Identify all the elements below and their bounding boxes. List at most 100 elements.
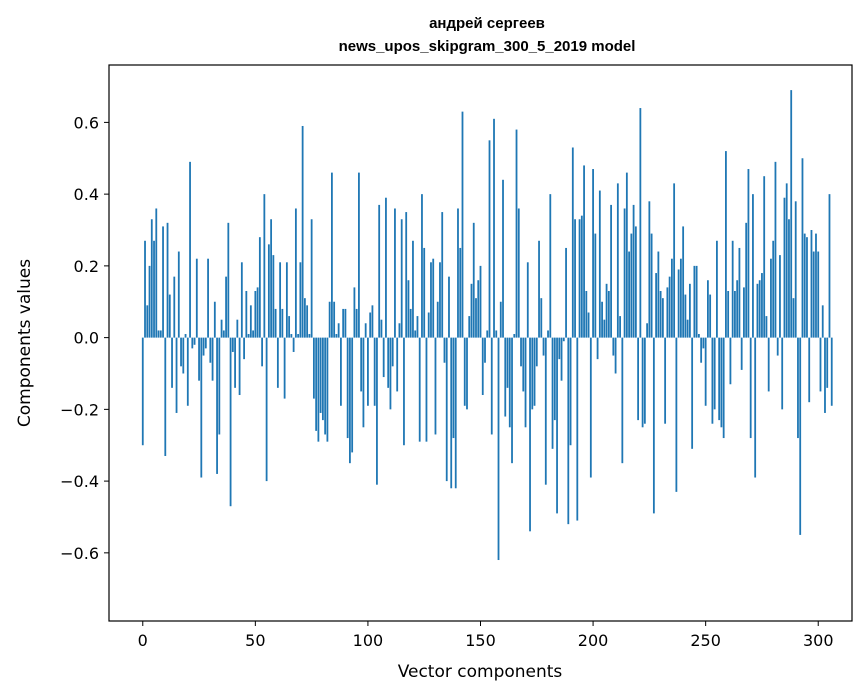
x-axis-ticks: 0 50 100 150 200 250 300	[138, 621, 834, 650]
bar	[682, 226, 685, 338]
bar	[808, 337, 811, 403]
bar	[601, 301, 603, 338]
bar	[783, 197, 786, 338]
bar-series	[141, 90, 833, 561]
bar	[164, 337, 167, 456]
bar	[542, 337, 545, 356]
bar	[153, 240, 155, 338]
bar	[693, 265, 696, 338]
bar	[589, 337, 592, 478]
bar	[184, 334, 187, 338]
bar	[520, 337, 522, 367]
bar	[740, 337, 743, 370]
bar	[146, 305, 149, 338]
bar	[261, 337, 263, 367]
bar	[792, 298, 795, 338]
bar	[529, 337, 531, 532]
bar	[281, 308, 284, 338]
bar	[830, 337, 833, 406]
bar	[815, 233, 817, 338]
bar	[648, 201, 651, 338]
bar	[812, 251, 815, 338]
bar	[821, 305, 824, 338]
bar	[204, 337, 207, 349]
bar	[632, 204, 635, 338]
bar	[580, 215, 583, 338]
x-tick-label: 50	[245, 631, 265, 650]
bar	[515, 129, 518, 338]
bar	[578, 219, 581, 338]
bar	[412, 240, 414, 338]
bar	[664, 337, 667, 424]
bar	[292, 337, 295, 352]
bar	[551, 337, 554, 449]
bar	[752, 194, 754, 338]
bar	[616, 183, 619, 338]
bar	[385, 197, 387, 338]
bar	[409, 308, 412, 338]
bar	[229, 337, 232, 507]
bar	[625, 172, 628, 338]
bar	[749, 337, 752, 439]
bar	[391, 337, 394, 367]
bar	[209, 337, 212, 363]
bar	[306, 305, 309, 338]
bar	[569, 337, 572, 446]
bar	[400, 219, 403, 338]
bar	[155, 208, 158, 338]
bar	[722, 337, 725, 439]
bar	[650, 233, 653, 338]
bar	[702, 337, 705, 349]
bar	[736, 280, 739, 338]
chart-title: андрей сергеев	[429, 15, 545, 32]
bar	[637, 337, 640, 421]
bar	[243, 337, 245, 360]
bar	[182, 337, 185, 374]
bar	[344, 308, 347, 338]
bar	[655, 273, 658, 338]
bar	[173, 276, 176, 338]
bar	[369, 312, 372, 338]
bar	[657, 251, 660, 338]
bar	[725, 151, 727, 338]
bar	[294, 208, 297, 338]
bar	[621, 337, 624, 464]
bar	[240, 262, 243, 338]
bar	[470, 283, 473, 338]
bar	[202, 337, 205, 356]
bar	[315, 337, 318, 431]
bar	[716, 240, 718, 338]
bar	[220, 319, 223, 338]
bar	[797, 337, 799, 439]
bar	[258, 237, 261, 338]
bar	[743, 287, 745, 338]
bar	[285, 262, 288, 338]
bar	[511, 337, 513, 464]
bar	[794, 201, 797, 338]
bar	[276, 337, 279, 388]
bar	[497, 337, 500, 561]
bar	[659, 290, 662, 338]
bar	[738, 247, 741, 338]
bar	[472, 222, 475, 338]
bar	[517, 208, 520, 338]
bar	[639, 108, 642, 338]
bar	[763, 176, 766, 338]
bar	[171, 337, 173, 388]
bar	[367, 337, 369, 406]
bar	[698, 334, 700, 338]
bar	[677, 269, 680, 338]
bar	[427, 312, 430, 338]
bar	[587, 312, 590, 338]
bar	[407, 280, 410, 338]
bar	[439, 262, 441, 338]
bar	[713, 337, 716, 410]
bar	[700, 337, 703, 363]
bar	[567, 337, 570, 525]
x-axis-label: Vector components	[398, 662, 563, 682]
bar	[141, 337, 144, 446]
bar	[488, 140, 491, 338]
bar	[571, 147, 574, 338]
bar	[806, 237, 808, 338]
bar	[283, 337, 286, 399]
